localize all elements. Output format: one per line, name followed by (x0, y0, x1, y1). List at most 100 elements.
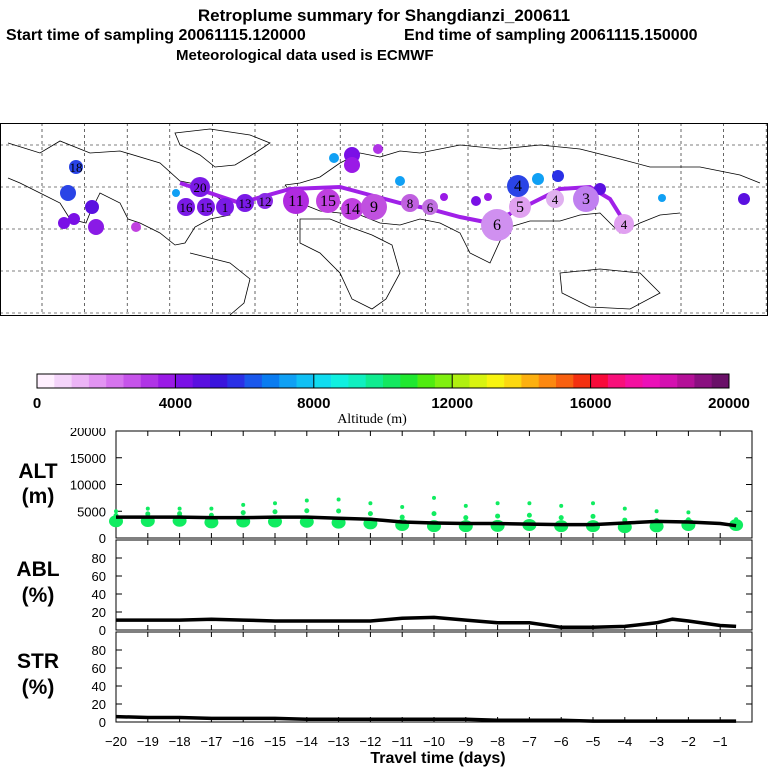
plume-particle (85, 200, 99, 214)
y-tick-label: 20 (92, 605, 106, 620)
altitude-spread-point (431, 511, 437, 517)
colorbar-label: Altitude (m) (337, 412, 407, 427)
y-tick-label: 0 (99, 531, 106, 546)
y-tick-label: 40 (92, 679, 106, 694)
altitude-spread-point (336, 497, 341, 502)
colorbar-cell (140, 374, 159, 388)
colorbar-cell (504, 374, 522, 388)
series-line (115, 714, 737, 723)
colorbar-cell (158, 374, 176, 388)
altitude-spread-point (558, 515, 564, 521)
y-tick-label: 15000 (70, 451, 106, 466)
coast-greenland (174, 128, 271, 168)
colorbar-tick-label: 12000 (431, 395, 473, 412)
altitude-spread-point (400, 504, 405, 509)
colorbar-cell (88, 374, 107, 388)
series-line (116, 615, 737, 630)
plume-marker (197, 198, 215, 216)
plume-particle (131, 222, 141, 232)
x-tick-label: −18 (169, 734, 191, 749)
plume-marker (236, 194, 254, 212)
colorbar-cell (383, 374, 401, 388)
y-tick-label: 80 (92, 551, 106, 566)
x-tick-label: −2 (681, 734, 696, 749)
plume-marker-label: 18 (70, 160, 83, 175)
x-tick-label: −13 (328, 734, 350, 749)
colorbar-cell (538, 374, 557, 388)
plume-particle (172, 189, 180, 197)
panel-label: STR (17, 650, 59, 673)
colorbar-cell (677, 374, 695, 388)
x-tick-label: −14 (296, 734, 318, 749)
x-tick-label: −10 (423, 734, 445, 749)
plume-marker-label: 14 (344, 201, 360, 218)
plume-marker-label: 15 (200, 200, 213, 215)
plume-particle (344, 157, 360, 173)
altitude-spread-point (177, 511, 183, 517)
x-axis: −20 −19 −18 −17 −16 −15 −14 −13 −12 −11 −10 −9 −8 −7 −… (105, 734, 728, 749)
plume-marker-label: 4 (552, 192, 559, 207)
colorbar-cell (642, 374, 661, 388)
time-series-panels: 0 5000 10000 15000 20000 ALT(m) 0 20 40 60 80 ABL (… (16, 428, 753, 767)
series-line (116, 515, 737, 528)
plume-marker-label: 6 (427, 200, 434, 215)
colorbar-cell (625, 374, 643, 388)
plume-marker-label: 1 (222, 200, 229, 215)
plume-marker-label: 8 (407, 196, 414, 211)
coast-australia (559, 268, 661, 310)
plume-marker-label: 13 (239, 196, 252, 211)
altitude-spread-point (590, 513, 596, 519)
colorbar-cell (192, 374, 211, 388)
colorbar-tick-label: 0 (33, 395, 41, 412)
x-tick-label: −12 (359, 734, 381, 749)
x-tick-label: −16 (232, 734, 254, 749)
altitude-spread-point (622, 506, 627, 511)
altitude-spread-point (463, 503, 468, 508)
plume-marker-label: 4 (621, 217, 628, 232)
plume-marker (190, 177, 210, 197)
plume-particle (58, 217, 70, 229)
colorbar-tick-label: 16000 (570, 395, 612, 412)
panel-altitude: 0 5000 10000 15000 20000 ALT(m) (18, 428, 753, 546)
plume-marker (614, 214, 634, 234)
panel-unit: (%) (22, 584, 55, 607)
plume-marker (546, 190, 564, 208)
colorbar-tick-label: 4000 (159, 395, 192, 412)
altitude-spread-point (559, 503, 564, 508)
altitude-spread-point (649, 520, 664, 533)
altitude-spread-point (526, 512, 532, 518)
altitude-spread-point (463, 515, 469, 521)
x-tick-label: −1 (713, 734, 728, 749)
plume-particle (395, 176, 405, 186)
plume-marker (341, 198, 363, 220)
plume-marker (283, 188, 309, 214)
colorbar-cell (590, 374, 609, 388)
x-tick-label: −11 (392, 734, 413, 749)
start-time: Start time of sampling 20061115.120000 (6, 27, 306, 44)
altitude-spread-point (399, 514, 405, 520)
colorbar-cell (279, 374, 297, 388)
altitude-spread-point (177, 506, 182, 511)
x-tick-label: −3 (649, 734, 664, 749)
colorbar-cell (469, 374, 488, 388)
colorbar-cell (210, 374, 228, 388)
panel-label: ALT (18, 460, 57, 483)
y-tick-label: 0 (99, 715, 106, 730)
y-tick-label: 10000 (70, 478, 106, 493)
altitude-spread-point (432, 495, 436, 500)
x-tick-label: −5 (586, 734, 601, 749)
plume-marker (216, 198, 234, 216)
x-tick-label: −9 (458, 734, 473, 749)
plume-particle (484, 193, 492, 201)
plume-marker-label: 20 (194, 180, 207, 195)
colorbar-tick-label: 8000 (297, 395, 330, 412)
altitude-spread-point (273, 501, 277, 506)
plume-marker-label: 9 (370, 199, 378, 216)
colorbar-cell (331, 374, 349, 388)
colorbar-cell (296, 374, 315, 388)
x-tick-label: −6 (554, 734, 569, 749)
plume-marker (401, 194, 419, 212)
plume-marker-label: 6 (493, 217, 501, 234)
x-tick-label: −4 (617, 734, 632, 749)
